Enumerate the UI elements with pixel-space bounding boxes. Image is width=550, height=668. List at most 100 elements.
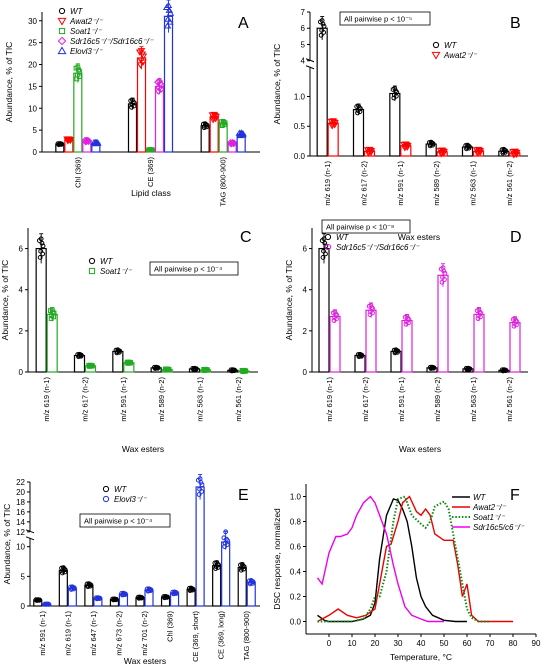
bar [163, 15, 174, 153]
data-point [222, 540, 228, 546]
x-tick-label: m/z 591 (n-1) [397, 377, 406, 422]
data-point [511, 149, 520, 156]
data-point [65, 136, 74, 144]
x-tick-label: TAG (800-900) [219, 157, 228, 207]
annotation-box [339, 11, 431, 26]
annotation-text: All pairwise p < 10⁻⁸ [326, 223, 394, 232]
data-point [85, 137, 93, 145]
data-point [367, 312, 373, 318]
panel-letter: A [238, 15, 249, 32]
bar [127, 103, 138, 153]
data-point [392, 86, 398, 91]
data-point [331, 318, 337, 323]
data-point [211, 113, 219, 120]
panel-c: 0 2 4 6 m/z 619 (n-1) m/z 617 (n-2) m/z 591 (n… [0, 228, 258, 454]
data-point [358, 352, 364, 358]
data-point [430, 365, 436, 370]
legend-marker [88, 257, 96, 265]
data-point [368, 302, 374, 308]
legend-entry: Awat2⁻/⁻ [472, 503, 507, 512]
data-point [147, 586, 153, 592]
x-tick-label: 60 [463, 639, 472, 648]
data-point [51, 310, 57, 316]
y-tick-label: 6 [19, 245, 24, 254]
bar [209, 116, 219, 153]
x-tick-label: m/z 619 (n-1) [63, 611, 72, 656]
data-point [223, 529, 229, 535]
data-point [172, 589, 178, 595]
data-point [129, 104, 134, 110]
data-point [88, 363, 94, 368]
y-tick-label: 0 [21, 602, 26, 611]
x-tick-label: CE (369) [146, 157, 155, 188]
legend-entry: Sdr16c5⁻/⁻/Sdr16c6⁻/⁻ [70, 37, 154, 46]
data-point [38, 248, 44, 254]
data-point [77, 352, 83, 358]
legend-entry: Soat1⁻/⁻ [100, 267, 132, 276]
bar [327, 122, 339, 157]
bar [401, 319, 413, 373]
data-point [513, 318, 519, 323]
y-tick-label: 22 [16, 478, 25, 487]
y-tick-label: 1.0 [294, 92, 306, 101]
data-point [391, 95, 397, 101]
data-point [189, 586, 195, 592]
x-tick-label: m/z 589 (n-2) [433, 377, 442, 422]
data-point [429, 140, 435, 146]
data-point [203, 122, 209, 128]
data-point [38, 236, 44, 242]
bar [58, 569, 68, 607]
y-axis-title: DSC response, normalized [272, 508, 282, 610]
data-point [221, 119, 227, 125]
x-axis-title: Wax esters [399, 444, 441, 454]
legend-entry: WT [473, 493, 487, 502]
x-tick-label: Chl (369) [166, 611, 175, 642]
panel-f: 0.0 0.2 0.4 0.6 0.8 1.0 0 10 20 30 40 50 60 70 80 90 WTA… [272, 484, 541, 662]
legend-entry: Soat1⁻/⁻ [473, 513, 505, 522]
x-tick-label: 0 [327, 639, 332, 648]
y-tick-label: 2 [303, 327, 308, 336]
x-tick-label: 40 [417, 639, 426, 648]
data-point [502, 147, 508, 153]
data-point [75, 64, 81, 70]
bar [437, 274, 449, 373]
y-tick-label: 10 [28, 104, 37, 113]
data-point [320, 255, 326, 260]
y-tick-label: 16 [16, 508, 25, 517]
y-tick-label: 10 [16, 543, 25, 552]
y-tick-label: 5 [33, 126, 38, 135]
y-tick-label: 7 [301, 8, 306, 17]
data-point [333, 311, 339, 317]
data-point [127, 359, 133, 365]
y-tick-label: 4 [301, 57, 306, 66]
x-tick-label: 90 [532, 639, 541, 648]
legend-marker [58, 7, 66, 15]
data-point [45, 601, 50, 607]
data-point [154, 87, 163, 95]
data-point [476, 148, 485, 155]
legend-entry: WT [444, 41, 458, 50]
y-tick-label: 4 [303, 286, 308, 295]
data-point [213, 566, 219, 571]
y-axis-title: Abundance, % of TIC [284, 260, 294, 341]
annotation-text: All pairwise p < 10⁻⁵ [344, 15, 412, 24]
data-point [165, 366, 171, 372]
data-point [238, 129, 246, 137]
data-point [164, 15, 172, 22]
data-point [439, 148, 447, 155]
data-point [440, 275, 445, 280]
data-point [319, 27, 325, 33]
data-point [440, 148, 448, 156]
legend-marker [58, 27, 66, 35]
bar [221, 541, 231, 607]
bar [237, 566, 247, 607]
y-tick-label: 18 [16, 498, 25, 507]
data-point [403, 142, 412, 150]
data-point [475, 147, 484, 155]
legend-entry: WT [100, 257, 114, 266]
x-tick-label: 50 [440, 639, 449, 648]
bar [35, 247, 47, 373]
data-point [163, 594, 169, 600]
y-tick-label: 0.6 [290, 543, 302, 552]
